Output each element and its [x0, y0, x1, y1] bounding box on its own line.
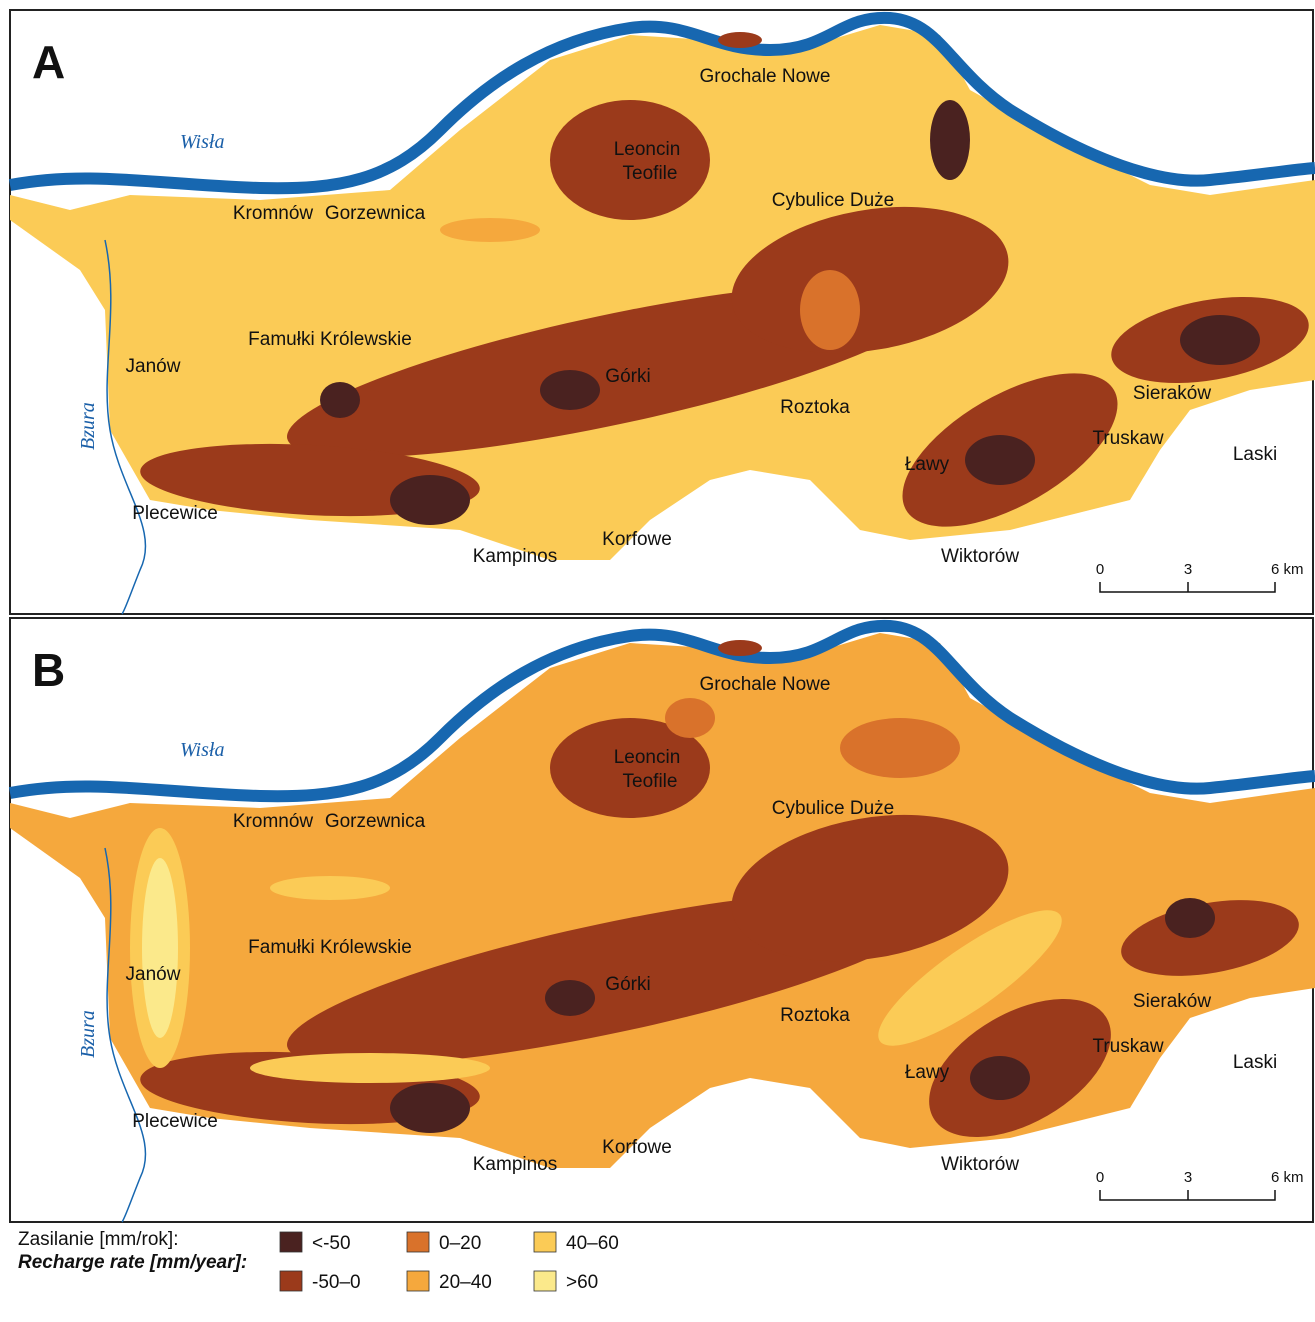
scale-label: 3	[1184, 561, 1192, 578]
river-label: Wisła	[180, 739, 224, 761]
place-label: Cybulice Duże	[772, 190, 895, 211]
place-label: Ławy	[905, 454, 950, 475]
recharge-zone	[1165, 898, 1215, 938]
legend: Zasilanie [mm/rok]:Recharge rate [mm/yea…	[18, 1229, 619, 1293]
island	[718, 32, 762, 48]
place-label: Famułki Królewskie	[248, 329, 412, 350]
recharge-zone	[965, 435, 1035, 485]
legend-label: 0–20	[439, 1233, 481, 1254]
recharge-zone	[1180, 315, 1260, 365]
recharge-zone	[545, 980, 595, 1016]
river-label: Bzura	[77, 1010, 99, 1058]
legend-swatch	[280, 1232, 302, 1252]
recharge-zone	[665, 698, 715, 738]
legend-swatch	[534, 1232, 556, 1252]
place-label: Kampinos	[473, 1154, 558, 1175]
place-label: Wiktorów	[941, 546, 1019, 567]
legend-swatch	[280, 1271, 302, 1291]
legend-label: -50–0	[312, 1272, 361, 1293]
place-label: Janów	[126, 964, 181, 985]
scale-label: 6 km	[1271, 1169, 1304, 1186]
place-label: Korfowe	[602, 529, 672, 550]
place-label: Plecewice	[132, 503, 218, 524]
recharge-zone	[320, 382, 360, 418]
river-label: Bzura	[77, 402, 99, 450]
place-label: Grochale Nowe	[700, 674, 831, 695]
scale-label: 0	[1096, 1169, 1104, 1186]
scale-label: 3	[1184, 1169, 1192, 1186]
legend-title: Zasilanie [mm/rok]:	[18, 1229, 178, 1250]
place-label: Leoncin	[614, 747, 681, 768]
legend-swatch	[407, 1232, 429, 1252]
place-label: Teofile	[623, 163, 678, 184]
place-label: Kromnów	[233, 203, 314, 224]
place-label: Roztoka	[780, 1005, 850, 1026]
recharge-zone	[270, 876, 390, 900]
place-label: Laski	[1233, 444, 1277, 465]
scale-label: 6 km	[1271, 561, 1304, 578]
scale-label: 0	[1096, 561, 1104, 578]
place-label: Gorzewnica	[325, 811, 426, 832]
legend-label: 40–60	[566, 1233, 619, 1254]
place-label: Cybulice Duże	[772, 798, 895, 819]
place-label: Janów	[126, 356, 181, 377]
panel-label: A	[32, 36, 65, 88]
place-label: Gorzewnica	[325, 203, 426, 224]
place-label: Korfowe	[602, 1137, 672, 1158]
recharge-zone	[930, 100, 970, 180]
recharge-zone	[800, 270, 860, 350]
recharge-zone	[840, 718, 960, 778]
place-label: Górki	[605, 366, 650, 387]
panel-label: B	[32, 644, 65, 696]
river-label: Wisła	[180, 131, 224, 153]
recharge-zone	[390, 1083, 470, 1133]
place-label: Teofile	[623, 771, 678, 792]
place-label: Famułki Królewskie	[248, 937, 412, 958]
recharge-zone	[390, 475, 470, 525]
place-label: Laski	[1233, 1052, 1277, 1073]
recharge-zone	[142, 858, 178, 1038]
place-label: Górki	[605, 974, 650, 995]
map-panel: Wisła Bzura A Grochale Nowe Leoncin Teofile Kr…	[10, 10, 1315, 614]
legend-swatch	[407, 1271, 429, 1291]
place-label: Kampinos	[473, 546, 558, 567]
place-label: Leoncin	[614, 139, 681, 160]
place-label: Truskaw	[1092, 428, 1163, 449]
recharge-zone	[970, 1056, 1030, 1100]
island	[718, 640, 762, 656]
place-label: Ławy	[905, 1062, 950, 1083]
place-label: Sieraków	[1133, 383, 1211, 404]
place-label: Truskaw	[1092, 1036, 1163, 1057]
place-label: Grochale Nowe	[700, 66, 831, 87]
legend-subtitle: Recharge rate [mm/year]:	[18, 1252, 247, 1273]
legend-label: >60	[566, 1272, 598, 1293]
recharge-zone	[540, 370, 600, 410]
place-label: Kromnów	[233, 811, 314, 832]
place-label: Sieraków	[1133, 991, 1211, 1012]
place-label: Plecewice	[132, 1111, 218, 1132]
map-figure: Wisła Bzura A Grochale Nowe Leoncin Teofile Kr…	[0, 0, 1315, 1317]
place-label: Wiktorów	[941, 1154, 1019, 1175]
legend-swatch	[534, 1271, 556, 1291]
recharge-zone	[250, 1053, 490, 1083]
map-panel: Wisła Bzura B Grochale Nowe Leoncin Teofile Kr…	[10, 618, 1315, 1222]
recharge-zone	[440, 218, 540, 242]
place-label: Roztoka	[780, 397, 850, 418]
recharge-zone	[550, 100, 710, 220]
legend-label: 20–40	[439, 1272, 492, 1293]
legend-label: <-50	[312, 1233, 351, 1254]
